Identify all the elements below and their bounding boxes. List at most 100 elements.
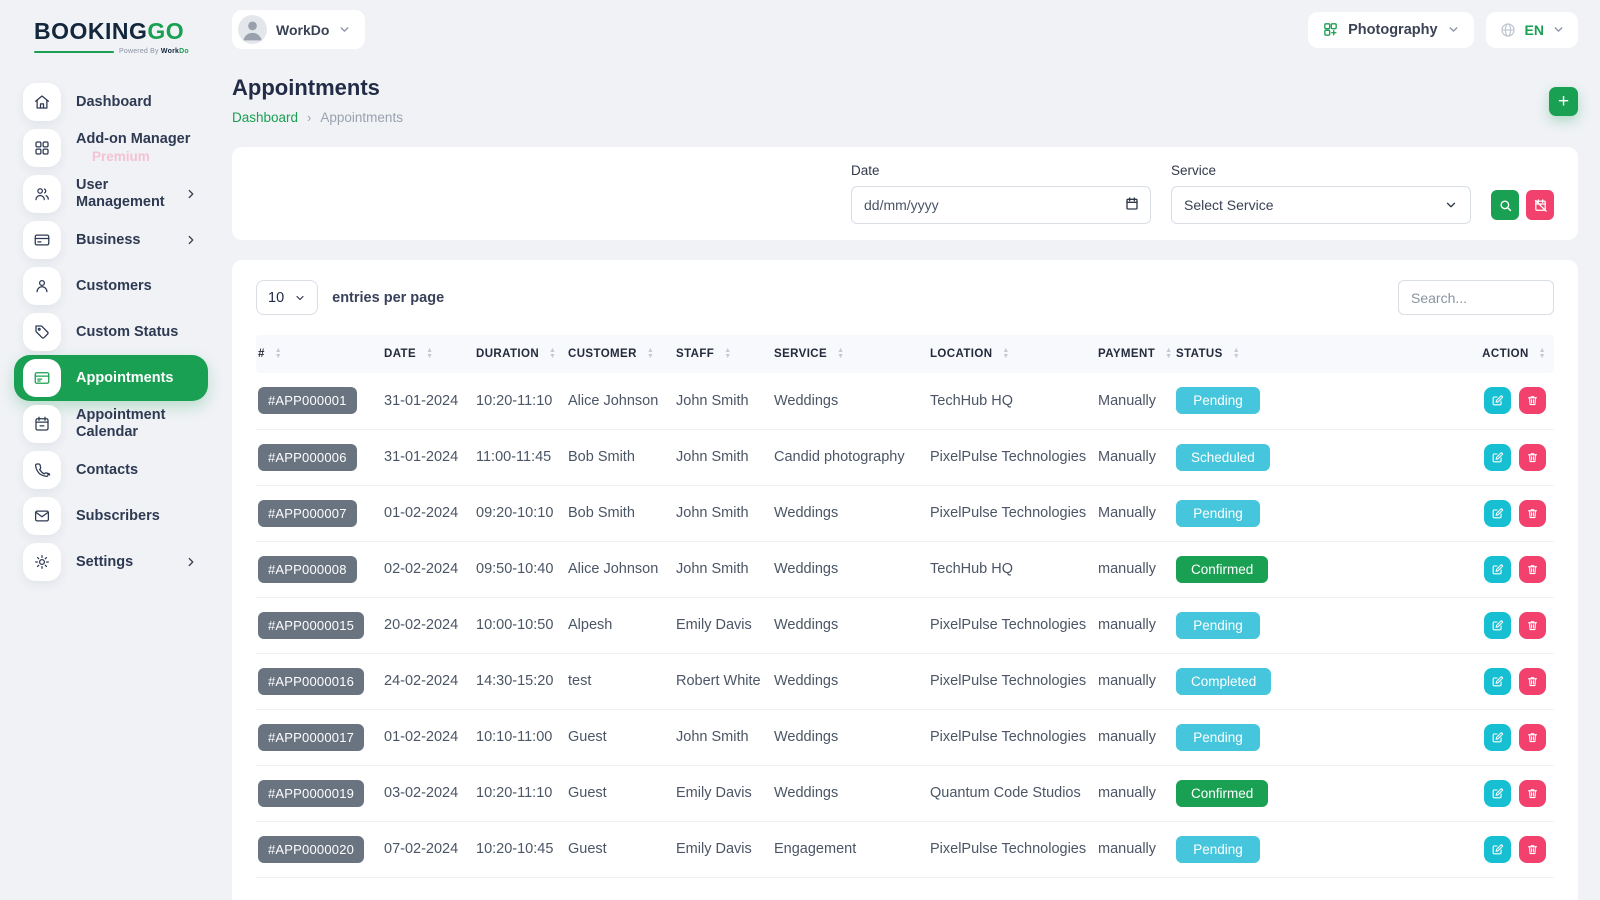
sidebar-item-add-on-manager[interactable]: Add-on ManagerPremium xyxy=(14,125,208,171)
breadcrumb-dashboard-link[interactable]: Dashboard xyxy=(232,110,298,125)
sidebar-item-label: Subscribers xyxy=(76,508,160,525)
delete-button[interactable] xyxy=(1519,500,1546,527)
edit-icon xyxy=(1491,731,1504,744)
page-title: Appointments xyxy=(232,75,403,101)
cell-service: Weddings xyxy=(772,485,928,541)
cell-duration: 11:00-11:45 xyxy=(474,429,566,485)
edit-button[interactable] xyxy=(1484,444,1511,471)
service-label: Service xyxy=(1171,163,1471,178)
trash-icon xyxy=(1526,451,1539,464)
cell-location: PixelPulse Technologies xyxy=(928,821,1096,877)
chevron-right-icon xyxy=(184,555,198,569)
page-size-value: 10 xyxy=(268,290,284,306)
filter-actions xyxy=(1491,190,1554,220)
sidebar-item-business[interactable]: Business xyxy=(14,217,208,263)
column-header-date[interactable]: DATE▲▼ xyxy=(382,335,474,373)
trash-icon xyxy=(1526,563,1539,576)
grid-plus-icon xyxy=(1322,21,1339,38)
sidebar-item-settings[interactable]: Settings xyxy=(14,539,208,585)
category-selector[interactable]: Photography xyxy=(1308,12,1473,48)
cell-location: TechHub HQ xyxy=(928,541,1096,597)
main-content: WorkDo Photography EN xyxy=(212,0,1600,900)
edit-button[interactable] xyxy=(1484,668,1511,695)
language-selector[interactable]: EN xyxy=(1486,12,1578,48)
cell-duration: 10:00-10:50 xyxy=(474,597,566,653)
edit-button[interactable] xyxy=(1484,724,1511,751)
reset-filter-button[interactable] xyxy=(1526,190,1554,220)
breadcrumb: Dashboard › Appointments xyxy=(232,110,403,125)
cell-date: 31-01-2024 xyxy=(382,429,474,485)
cell-date: 01-02-2024 xyxy=(382,485,474,541)
sidebar-item-subscribers[interactable]: Subscribers xyxy=(14,493,208,539)
date-field-group: Date xyxy=(851,163,1151,224)
sort-icon: ▲▼ xyxy=(1233,348,1240,360)
column-header-staff[interactable]: STAFF▲▼ xyxy=(674,335,772,373)
sidebar-item-customers[interactable]: Customers xyxy=(14,263,208,309)
gear-icon xyxy=(23,543,61,581)
cell-duration: 10:10-11:00 xyxy=(474,709,566,765)
sidebar-item-dashboard[interactable]: Dashboard xyxy=(14,79,208,125)
cell-payment: Manually xyxy=(1096,373,1174,429)
edit-button[interactable] xyxy=(1484,780,1511,807)
edit-button[interactable] xyxy=(1484,500,1511,527)
globe-icon xyxy=(1499,21,1517,39)
sidebar-item-label: Contacts xyxy=(76,462,138,479)
delete-button[interactable] xyxy=(1519,612,1546,639)
status-badge: Pending xyxy=(1176,724,1260,751)
cell-payment: manually xyxy=(1096,709,1174,765)
sort-icon: ▲▼ xyxy=(1165,348,1172,360)
edit-button[interactable] xyxy=(1484,556,1511,583)
column-header-customer[interactable]: CUSTOMER▲▼ xyxy=(566,335,674,373)
edit-button[interactable] xyxy=(1484,387,1511,414)
table-search-input[interactable] xyxy=(1398,280,1554,315)
column-header-payment[interactable]: PAYMENT▲▼ xyxy=(1096,335,1174,373)
brand-logo[interactable]: BOOKINGGO Powered By WorkDo xyxy=(14,14,212,69)
avatar xyxy=(238,15,267,44)
workspace-selector[interactable]: WorkDo xyxy=(232,10,365,49)
column-header-id[interactable]: #▲▼ xyxy=(256,335,382,373)
cell-location: PixelPulse Technologies xyxy=(928,597,1096,653)
category-label: Photography xyxy=(1348,22,1437,38)
delete-button[interactable] xyxy=(1519,556,1546,583)
chevron-down-icon xyxy=(338,23,351,36)
delete-button[interactable] xyxy=(1519,668,1546,695)
sort-icon: ▲▼ xyxy=(1002,348,1009,360)
delete-button[interactable] xyxy=(1519,724,1546,751)
cell-customer: test xyxy=(566,653,674,709)
tag-icon xyxy=(23,313,61,351)
cell-payment: manually xyxy=(1096,653,1174,709)
edit-button[interactable] xyxy=(1484,612,1511,639)
status-badge: Completed xyxy=(1176,668,1271,695)
service-select[interactable]: Select Service xyxy=(1171,186,1471,224)
table-controls: 10 entries per page xyxy=(256,280,1554,315)
search-filter-button[interactable] xyxy=(1491,190,1519,220)
sidebar-item-appointments[interactable]: Appointments xyxy=(14,355,208,401)
delete-button[interactable] xyxy=(1519,836,1546,863)
sidebar-item-appointment-calendar[interactable]: Appointment Calendar xyxy=(14,401,208,447)
delete-button[interactable] xyxy=(1519,387,1546,414)
sidebar-item-contacts[interactable]: Contacts xyxy=(14,447,208,493)
appointments-table: #▲▼DATE▲▼DURATION▲▼CUSTOMER▲▼STAFF▲▼SERV… xyxy=(256,335,1554,878)
sidebar-item-label: Custom Status xyxy=(76,324,178,341)
appointment-id-badge: #APP0000017 xyxy=(258,724,364,751)
appointment-id-badge: #APP000001 xyxy=(258,387,357,414)
delete-button[interactable] xyxy=(1519,780,1546,807)
cell-payment: Manually xyxy=(1096,485,1174,541)
add-appointment-button[interactable]: + xyxy=(1549,87,1578,116)
sidebar-item-label: Appointments xyxy=(76,370,173,387)
cell-location: TechHub HQ xyxy=(928,373,1096,429)
column-header-service[interactable]: SERVICE▲▼ xyxy=(772,335,928,373)
date-input[interactable] xyxy=(851,186,1151,224)
column-header-duration[interactable]: DURATION▲▼ xyxy=(474,335,566,373)
sidebar-item-user-management[interactable]: User Management xyxy=(14,171,208,217)
column-header-location[interactable]: LOCATION▲▼ xyxy=(928,335,1096,373)
edit-button[interactable] xyxy=(1484,836,1511,863)
column-header-status[interactable]: STATUS▲▼ xyxy=(1174,335,1304,373)
page-size-select[interactable]: 10 xyxy=(256,280,318,315)
delete-button[interactable] xyxy=(1519,444,1546,471)
cell-customer: Bob Smith xyxy=(566,485,674,541)
cell-service: Weddings xyxy=(772,653,928,709)
column-header-action[interactable]: ACTION▲▼ xyxy=(1304,335,1554,373)
calendar-icon[interactable] xyxy=(1124,196,1140,212)
sidebar-item-custom-status[interactable]: Custom Status xyxy=(14,309,208,355)
